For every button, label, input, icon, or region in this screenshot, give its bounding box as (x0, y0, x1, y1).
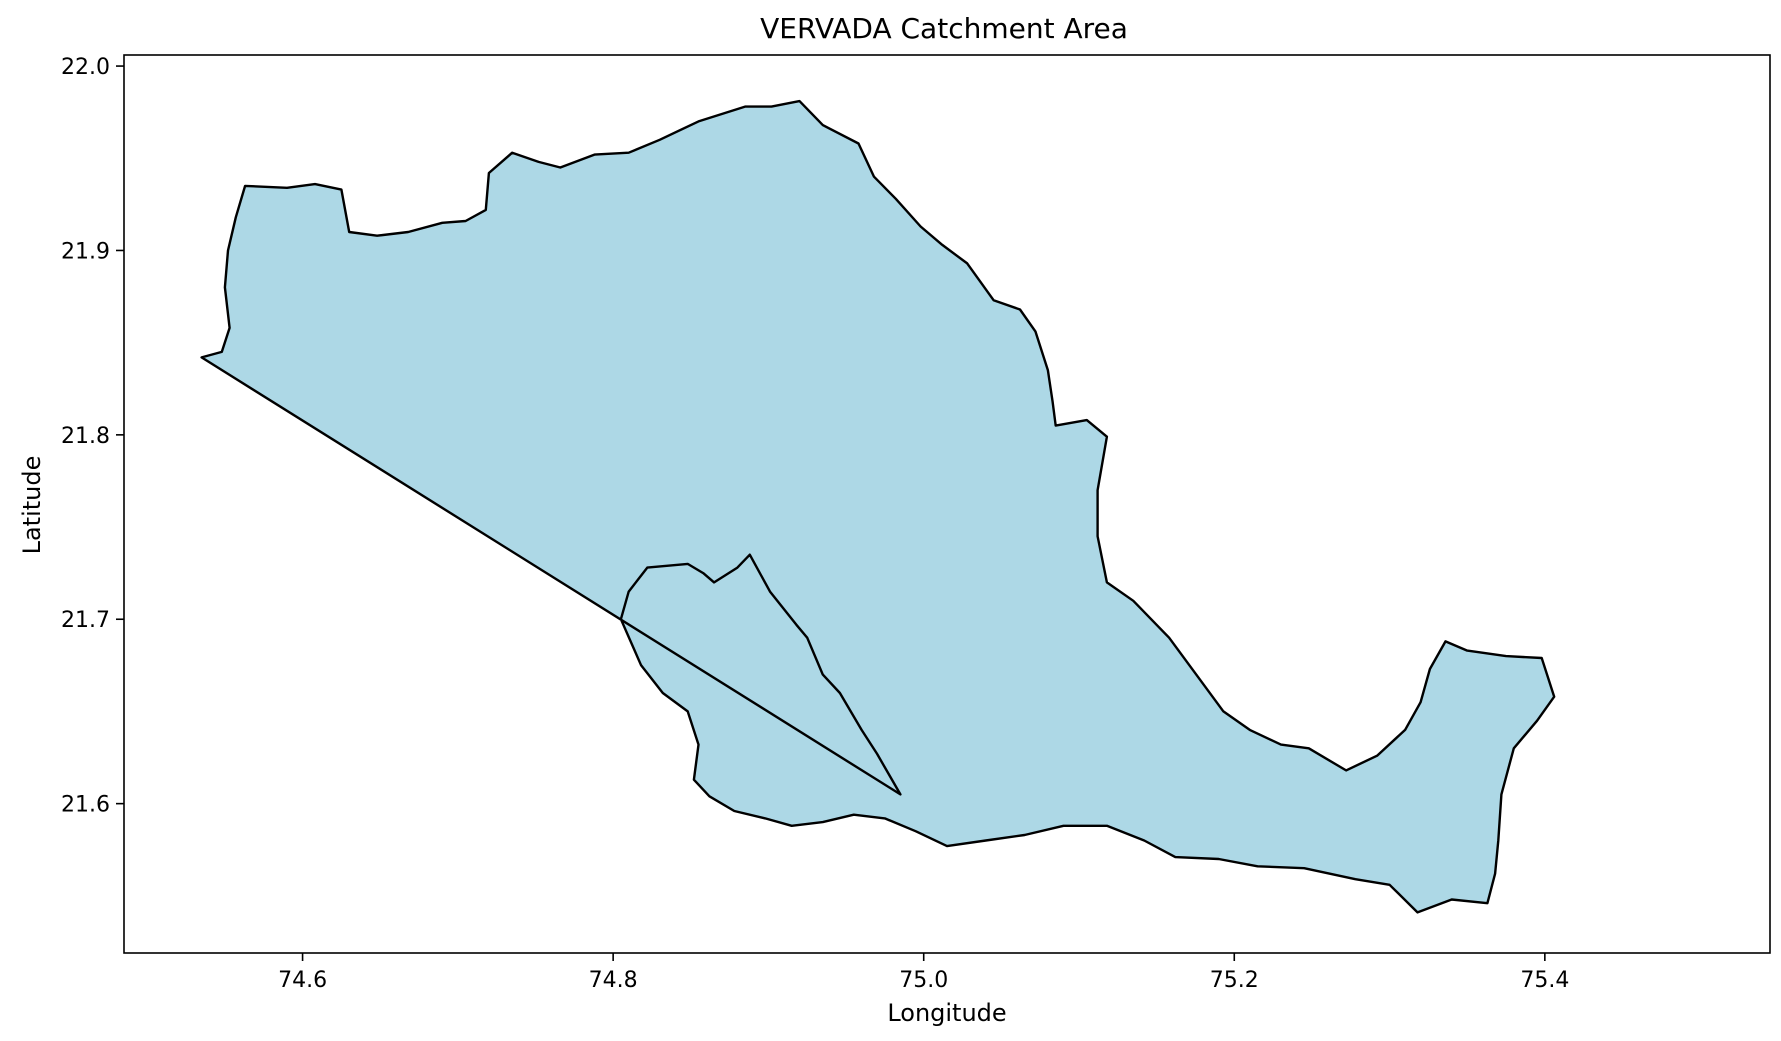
y-axis-label: Latitude (18, 456, 46, 555)
plot-frame (123, 54, 1771, 954)
x-tick-label: 75.0 (899, 968, 948, 993)
x-tick-label: 74.6 (278, 968, 327, 993)
y-tick-label: 21.6 (61, 793, 110, 818)
x-axis-ticks: 74.6 74.8 75.0 75.2 75.4 (278, 953, 1569, 993)
chart-title: VERVADA Catchment Area (760, 12, 1128, 45)
y-axis-ticks: 21.6 21.7 21.8 21.9 22.0 (61, 55, 124, 818)
x-tick-label: 75.2 (1210, 968, 1259, 993)
x-tick-label: 75.4 (1520, 968, 1569, 993)
plot-area (123, 54, 1771, 954)
y-tick-label: 21.9 (61, 239, 110, 264)
y-tick-label: 21.8 (61, 424, 110, 449)
catchment-boundary (200, 99, 1556, 914)
y-tick-label: 22.0 (61, 55, 110, 80)
x-tick-label: 74.8 (589, 968, 638, 993)
y-tick-label: 21.7 (61, 608, 110, 633)
x-axis-label: Longitude (887, 999, 1006, 1027)
